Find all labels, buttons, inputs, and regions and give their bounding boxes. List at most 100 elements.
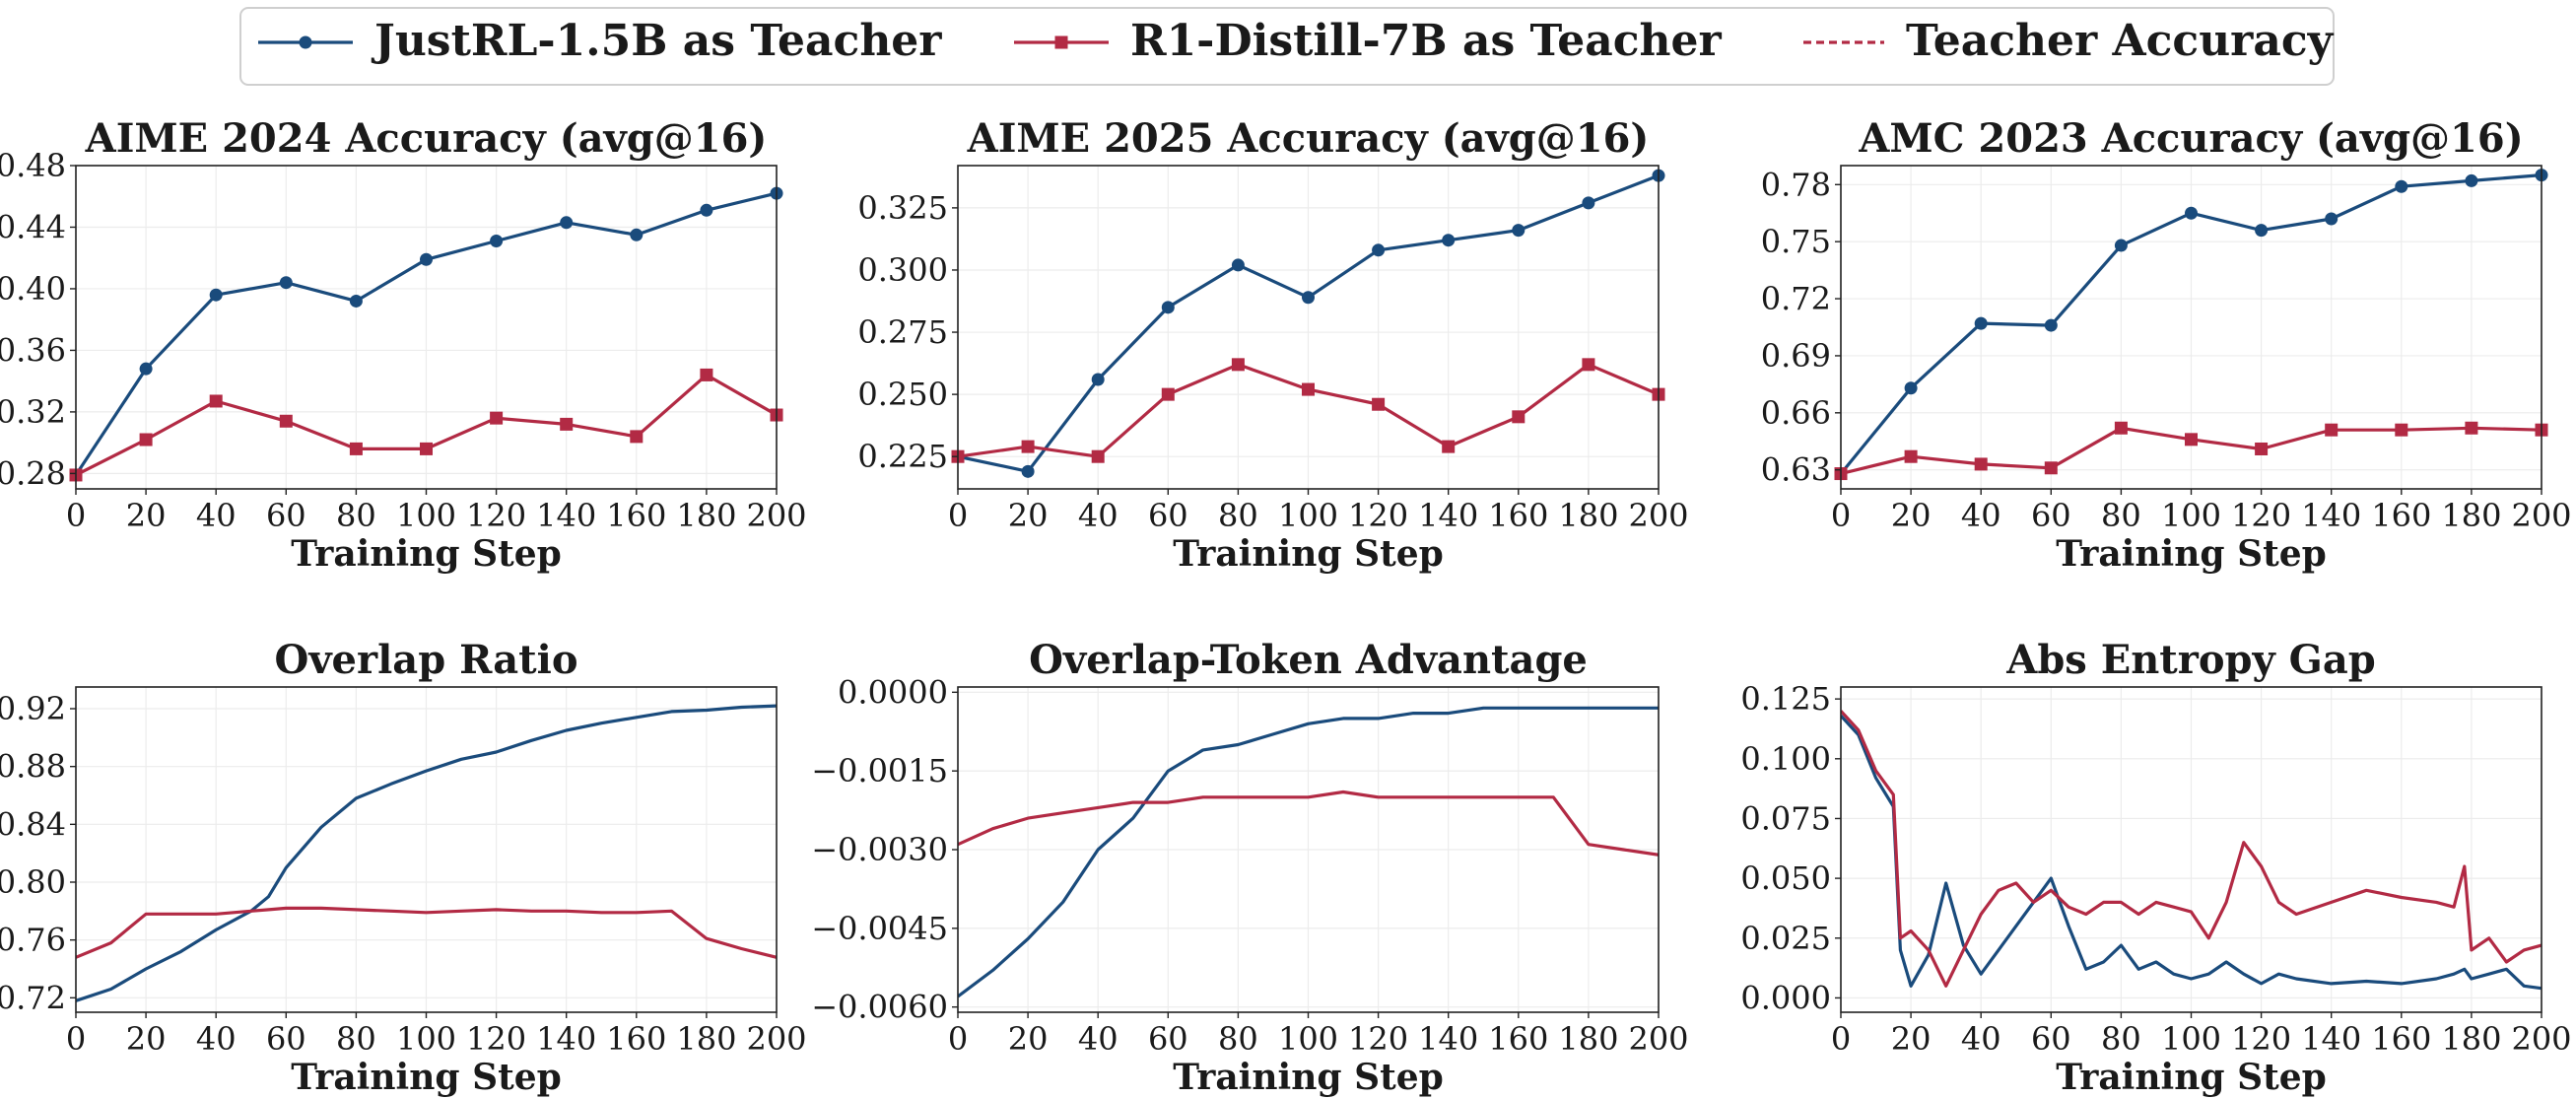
data-point-1-6 [2255,442,2269,455]
x-tick-label: 20 [126,497,167,534]
legend-marker-0 [299,35,312,49]
data-point-0-2 [209,288,223,302]
panel-0: 0 20 40 60 80 100 120 140 160 180 200 0.28 0.32 0.36 0… [0,115,807,575]
x-tick-label: 0 [948,497,968,534]
legend-label-0: JustRL-1.5B as Teacher [371,16,942,66]
data-point-0-5 [1302,291,1315,305]
data-point-1-8 [1512,410,1525,424]
y-tick-label: 0.275 [857,313,948,351]
data-point-0-7 [1442,234,1456,247]
y-tick-label: 0.0000 [838,673,948,711]
x-tick-label: 200 [746,497,806,534]
x-tick-label: 100 [396,497,456,534]
x-tick-label: 160 [606,497,666,534]
y-tick-label: 0.250 [857,376,948,413]
data-point-0-3 [2044,318,2058,332]
x-tick-label: 160 [606,1020,666,1058]
data-point-1-3 [279,414,293,428]
x-tick-label: 40 [1961,497,2001,534]
data-point-1-9 [1582,358,1595,372]
y-tick-label: 0.72 [1761,280,1831,317]
data-point-1-5 [1302,382,1315,396]
x-tick-label: 120 [1348,1020,1408,1058]
x-axis-label: Training Step [2056,1057,2327,1098]
panel-3: 0 20 40 60 80 100 120 140 160 180 200 0.72 0.76 0.80 0… [0,637,807,1098]
x-tick-label: 180 [676,497,736,534]
y-tick-label: 0.78 [1761,166,1831,203]
x-tick-label: 180 [1558,1020,1618,1058]
data-point-1-6 [490,411,504,425]
x-axis-label: Training Step [291,533,562,575]
data-point-0-1 [139,362,153,376]
panel-2: 0 20 40 60 80 100 120 140 160 180 200 0.63 0.66 0.69 0… [1761,115,2572,575]
x-tick-label: 120 [2231,497,2291,534]
y-tick-label: 0.92 [0,690,66,727]
data-point-1-8 [630,430,644,444]
x-tick-label: 140 [1418,497,1478,534]
y-tick-label: −0.0060 [811,989,948,1026]
y-tick-label: 0.125 [1740,680,1831,718]
data-point-1-5 [420,442,433,455]
x-tick-label: 180 [2441,497,2501,534]
x-tick-label: 20 [1891,1020,1932,1058]
x-tick-label: 40 [1961,1020,2001,1058]
data-point-0-7 [2325,212,2339,226]
data-point-1-6 [1372,397,1386,411]
legend-label-2: Teacher Accuracy [1906,16,2335,66]
x-tick-label: 60 [2031,497,2071,534]
y-tick-label: 0.000 [1740,979,1831,1016]
x-tick-label: 60 [2031,1020,2071,1058]
x-tick-label: 200 [1628,497,1688,534]
chart-title: AMC 2023 Accuracy (avg@16) [1858,115,2523,162]
data-point-1-4 [1231,358,1245,372]
legend-label-1: R1-Distill-7B as Teacher [1130,16,1723,66]
x-tick-label: 180 [676,1020,736,1058]
x-tick-label: 140 [1418,1020,1478,1058]
panel-1: 0 20 40 60 80 100 120 140 160 180 200 0.225 0.250 0.2… [857,115,1688,575]
x-tick-label: 0 [1831,497,1851,534]
x-tick-label: 180 [2441,1020,2501,1058]
x-tick-label: 60 [1148,497,1188,534]
x-axis-label: Training Step [1173,533,1444,575]
data-point-1-2 [1091,449,1105,463]
data-point-1-3 [1161,387,1175,401]
data-point-1-5 [2185,433,2198,446]
chart-title: AIME 2025 Accuracy (avg@16) [967,115,1650,162]
x-tick-label: 80 [1218,497,1258,534]
y-tick-label: 0.75 [1761,223,1831,260]
x-tick-label: 60 [266,497,306,534]
y-tick-label: 0.63 [1761,451,1831,489]
y-tick-label: 0.36 [0,331,66,369]
x-axis-label: Training Step [291,1057,562,1098]
chart-title: AIME 2024 Accuracy (avg@16) [85,115,768,162]
data-point-0-8 [630,228,644,241]
y-tick-label: 0.66 [1761,394,1831,432]
data-point-1-2 [209,394,223,408]
x-tick-label: 200 [746,1020,806,1058]
x-tick-label: 160 [2371,1020,2431,1058]
y-tick-label: 0.075 [1740,799,1831,837]
data-point-1-9 [700,368,713,381]
chart-title: Overlap Ratio [274,637,577,683]
legend-frame [239,7,2335,86]
y-tick-label: 0.40 [0,270,66,308]
chart-title: Overlap-Token Advantage [1029,637,1588,683]
x-tick-label: 140 [2301,497,2361,534]
x-tick-label: 100 [2161,1020,2221,1058]
data-point-1-8 [2395,423,2408,437]
y-tick-label: 0.69 [1761,337,1831,375]
data-point-0-2 [1974,316,1988,330]
x-tick-label: 20 [126,1020,167,1058]
x-tick-label: 140 [2301,1020,2361,1058]
x-axis-label: Training Step [2056,533,2327,575]
x-tick-label: 0 [948,1020,968,1058]
x-tick-label: 40 [196,497,237,534]
data-point-1-1 [139,433,153,446]
data-point-0-7 [560,216,574,230]
data-point-1-3 [2044,461,2058,475]
data-point-0-6 [490,235,504,248]
y-tick-label: −0.0045 [811,910,948,947]
data-point-0-5 [2185,206,2198,220]
x-tick-label: 20 [1891,497,1932,534]
